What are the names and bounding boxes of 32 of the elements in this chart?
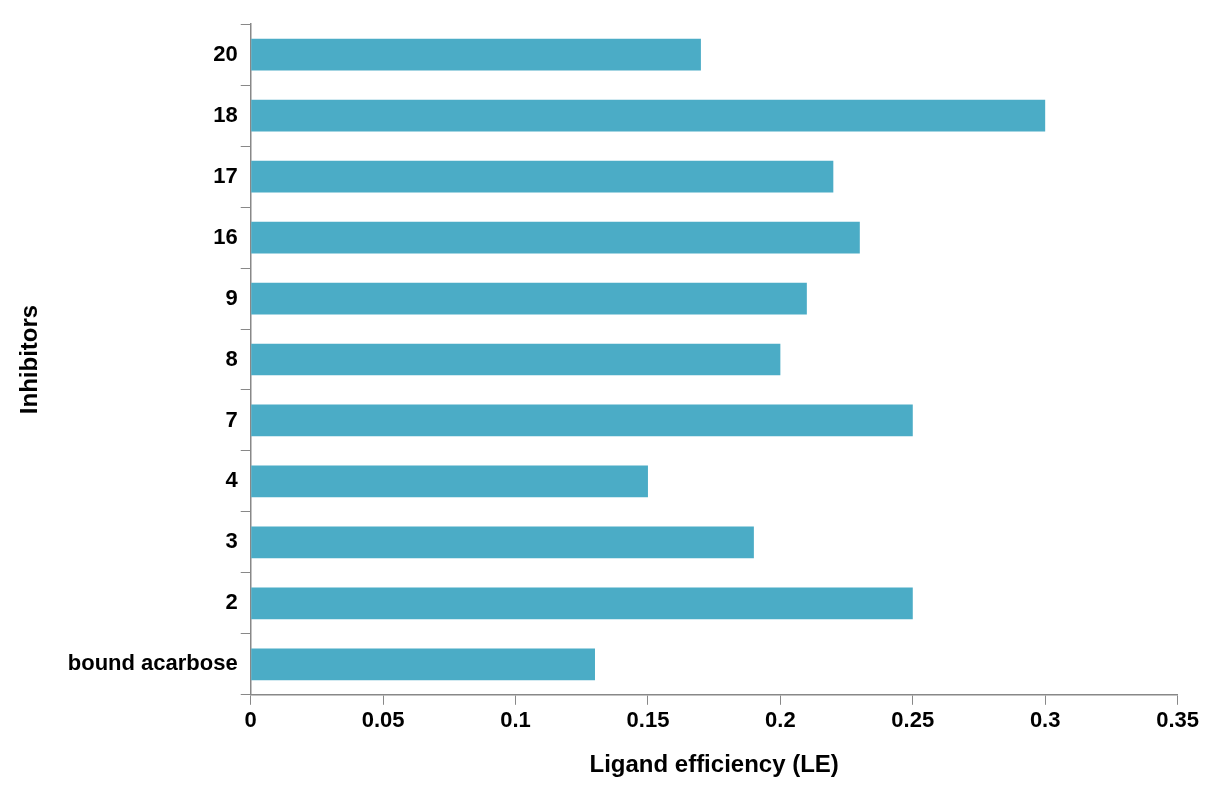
y-tick-label: 16 bbox=[213, 223, 238, 249]
y-tick-label: 4 bbox=[225, 467, 239, 493]
x-axis-title: Ligand efficiency (LE) bbox=[589, 750, 839, 778]
bar bbox=[251, 343, 781, 376]
y-tick-label: 9 bbox=[225, 284, 238, 310]
bar bbox=[251, 160, 834, 193]
x-tick-label: 0.1 bbox=[500, 707, 531, 733]
y-tick-label: 17 bbox=[213, 162, 238, 188]
y-tick-label: 3 bbox=[225, 528, 238, 554]
bar bbox=[251, 282, 807, 315]
y-tick-label: 18 bbox=[213, 101, 238, 127]
x-tick-label: 0.05 bbox=[361, 707, 405, 733]
y-tick-label: 20 bbox=[213, 40, 238, 66]
bar bbox=[251, 404, 913, 437]
x-tick-label: 0 bbox=[244, 707, 257, 733]
x-tick-label: 0.35 bbox=[1156, 707, 1199, 733]
y-tick-label: 7 bbox=[225, 406, 238, 432]
x-tick-label: 0.15 bbox=[626, 707, 670, 733]
y-tick-label: 2 bbox=[225, 589, 238, 615]
y-axis-title: Inhibitors bbox=[15, 304, 43, 415]
bar bbox=[251, 221, 860, 254]
x-tick-label: 0.2 bbox=[765, 707, 796, 733]
bar bbox=[251, 526, 754, 559]
bar bbox=[251, 587, 913, 620]
y-tick-label: 8 bbox=[225, 345, 238, 371]
bar bbox=[251, 99, 1046, 132]
y-tick-label: bound acarbose bbox=[67, 650, 238, 676]
bar bbox=[251, 38, 701, 71]
bar bbox=[251, 465, 648, 498]
x-tick-label: 0.25 bbox=[891, 707, 935, 733]
bar bbox=[251, 648, 595, 681]
x-tick-label: 0.3 bbox=[1029, 707, 1061, 733]
